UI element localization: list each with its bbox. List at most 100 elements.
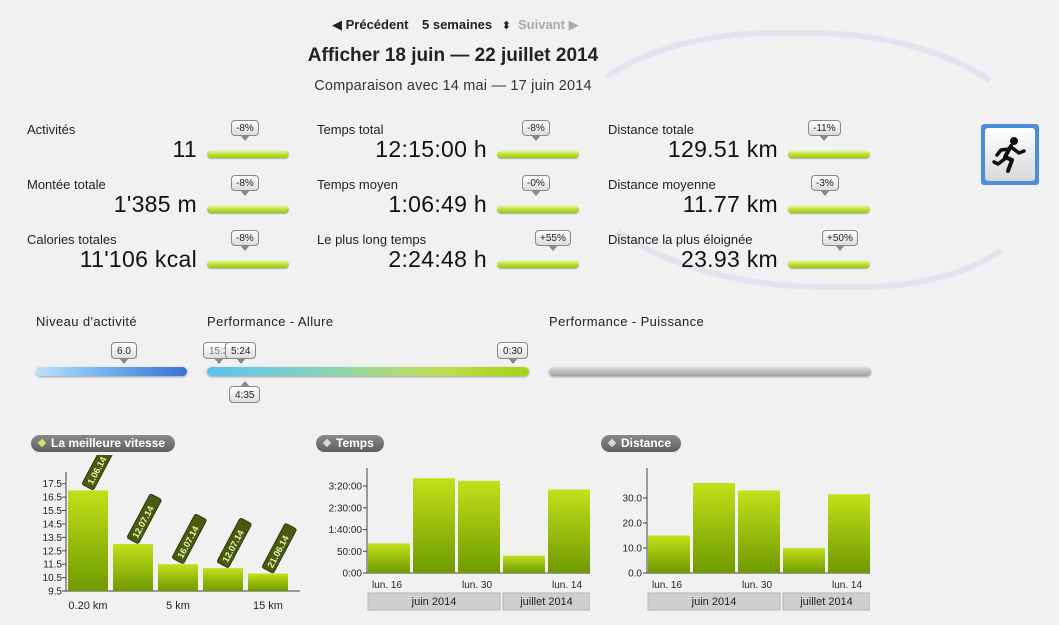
best-speed-chart: 9.5 10.5 11.5 12.5 13.5 14.5 15.5 16.5 17.5 1.06.… [43, 455, 300, 612]
pace-max-badge: 0:30 [497, 342, 529, 364]
comparison-badge: +55% [535, 230, 571, 251]
speed-bar [113, 544, 153, 591]
diamond-icon [322, 438, 332, 448]
chart-title: Temps [336, 436, 374, 450]
y-tick-label: 0.0 [628, 569, 642, 580]
stat-label: Distance moyenne [608, 177, 716, 192]
page-title: Afficher 18 juin — 22 juillet 2014 [307, 45, 599, 66]
pace-previous-badge: 4:35 [229, 381, 261, 403]
running-man-icon [992, 136, 1026, 173]
stat-average-distance: Distance moyenne 11.77 km -3% [608, 175, 878, 227]
stat-total-ascent: Montée totale 1'385 m -8% [27, 175, 297, 227]
y-tick-label: 12.5 [43, 546, 63, 557]
x-tick-label: 0.20 km [68, 600, 107, 612]
previous-button[interactable]: ◀ Précédent [332, 17, 409, 32]
stat-value: 12:15:00 h [375, 136, 487, 162]
stat-label: Temps total [317, 122, 384, 137]
value-bar [368, 543, 410, 573]
comparison-badge: -3% [811, 175, 839, 196]
power-performance-label: Performance - Puissance [549, 314, 705, 329]
y-tick-label: 3:20:00 [329, 482, 363, 493]
value-bar [458, 480, 500, 573]
stat-label: Calories totales [27, 232, 117, 247]
bar-date-label: 16.07.14 [172, 513, 207, 564]
period-select[interactable]: 5 semaines ⬍ [422, 17, 511, 32]
stat-value: 23.93 km [680, 246, 778, 272]
comparison-bar [207, 150, 289, 158]
bar-date-label: 1.06.14 [82, 455, 117, 491]
y-tick-label: 15.5 [43, 506, 63, 517]
comparison-bar [788, 205, 870, 213]
comparison-badge: -0% [522, 175, 550, 196]
x-tick-label: lun. 16 [372, 580, 402, 591]
bar-date-label-bg [262, 523, 297, 574]
comparison-bar [207, 260, 289, 268]
comparison-bar [497, 150, 579, 158]
comparison-bar [788, 150, 870, 158]
activity-level-bar [36, 367, 187, 376]
pace-performance-label: Performance - Allure [207, 314, 334, 329]
activity-type-button[interactable] [981, 124, 1039, 185]
chart-title: La meilleure vitesse [51, 436, 166, 450]
speed-bar [203, 568, 243, 591]
stat-activities: Activités 11 -8% [27, 120, 297, 172]
speed-bar [248, 573, 288, 591]
month-group-band [502, 592, 590, 611]
y-tick-label: 10.5 [43, 573, 63, 584]
comparison-bar [497, 260, 579, 268]
y-tick-label: 0:00 [343, 569, 363, 580]
month-group-label: juillet 2014 [799, 596, 853, 608]
chart-title: Distance [621, 436, 672, 450]
value-bar [503, 555, 545, 573]
bar-date-label: 12.07.14 [217, 517, 252, 568]
y-tick-label: 11.5 [43, 560, 62, 571]
comparison-badge: -11% [808, 120, 841, 141]
y-tick-label: 30.0 [623, 494, 643, 505]
value-bar [828, 494, 870, 573]
stat-value: 2:24:48 h [388, 246, 487, 272]
comparison-bar [788, 260, 870, 268]
y-tick-label: 50:00 [337, 547, 362, 558]
y-tick-label: 14.5 [43, 519, 63, 530]
bar-date-label: 12.07.14 [127, 493, 162, 544]
y-tick-label: 1:40:00 [329, 525, 363, 536]
stat-total-distance: Distance totale 129.51 km -11% [608, 120, 878, 172]
speed-bar [158, 564, 198, 591]
month-group-band [782, 592, 870, 611]
power-performance-bar [549, 367, 871, 376]
stat-value: 11.77 km [682, 191, 778, 217]
stat-farthest-distance: Distance la plus éloignée 23.93 km +50% [608, 230, 878, 282]
x-tick-label: lun. 16 [652, 580, 682, 591]
comparison-badge: -8% [231, 230, 259, 251]
x-tick-label: 15 km [253, 600, 283, 612]
y-tick-label: 13.5 [43, 533, 63, 544]
y-tick-label: 10.0 [623, 544, 643, 555]
value-bar [413, 478, 455, 573]
x-tick-label: lun. 30 [742, 580, 772, 591]
y-tick-label: 20.0 [623, 519, 643, 530]
stat-average-time: Temps moyen 1:06:49 h -0% [317, 175, 587, 227]
value-bar [693, 483, 735, 573]
comparison-badge: -8% [231, 175, 259, 196]
stat-total-calories: Calories totales 11'106 kcal -8% [27, 230, 297, 282]
stat-total-time: Temps total 12:15:00 h -8% [317, 120, 587, 172]
bar-date-label: 21.06.14 [262, 523, 297, 574]
stat-value: 11 [172, 136, 197, 162]
value-bar [548, 489, 590, 573]
stat-label: Temps moyen [317, 177, 398, 192]
pace-performance-bar [207, 367, 529, 376]
pace-current-badge: 5:24 [225, 342, 257, 364]
diamond-icon [37, 438, 47, 448]
x-tick-label: lun. 30 [462, 580, 492, 591]
y-tick-label: 16.5 [43, 493, 63, 504]
month-group-band [367, 592, 501, 611]
stat-value: 129.51 km [667, 136, 778, 162]
time-chart-header: Temps [316, 435, 384, 452]
stat-label: Distance totale [608, 122, 694, 137]
comparison-badge: -8% [522, 120, 550, 141]
bar-date-label-bg [82, 455, 117, 491]
stat-value: 11'106 kcal [79, 246, 197, 272]
value-bar [648, 535, 690, 573]
comparison-badge: -8% [231, 120, 259, 141]
activity-level-label: Niveau d'activité [36, 314, 138, 329]
